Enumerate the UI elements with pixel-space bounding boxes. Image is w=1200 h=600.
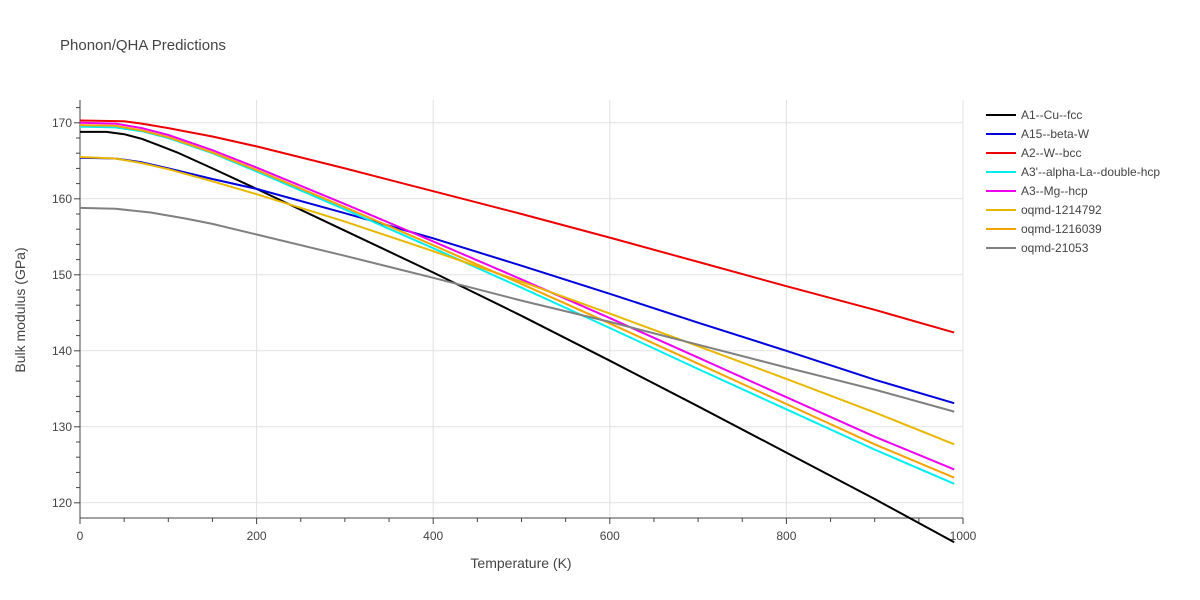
legend[interactable]: A1--Cu--fcc A15--beta-W A2--W--bcc A3'--alp… (986, 108, 1160, 255)
legend-item[interactable]: oqmd-21053 (986, 241, 1089, 255)
y-tick-label: 120 (52, 496, 72, 510)
legend-item[interactable]: A2--W--bcc (986, 146, 1081, 160)
legend-label: A1--Cu--fcc (1021, 108, 1082, 122)
y-tick-label: 150 (52, 268, 72, 282)
legend-label: oqmd-1214792 (1021, 203, 1102, 217)
legend-item[interactable]: oqmd-1214792 (986, 203, 1102, 217)
legend-item[interactable]: A3--Mg--hcp (986, 184, 1088, 198)
series-line[interactable] (79, 156, 955, 446)
axes (74, 100, 964, 524)
legend-item[interactable]: A1--Cu--fcc (986, 108, 1082, 122)
y-tick-label: 140 (52, 344, 72, 358)
y-axis-ticks: 120 130 140 150 160 170 (52, 116, 72, 510)
grid (80, 100, 964, 518)
chart-title: Phonon/QHA Predictions (60, 37, 226, 54)
legend-item[interactable]: A3'--alpha-La--double-hcp (986, 165, 1160, 179)
y-axis-title: Bulk modulus (GPa) (12, 247, 28, 372)
x-tick-label: 600 (600, 529, 620, 543)
series-line[interactable] (80, 130, 955, 544)
y-tick-label: 130 (52, 420, 72, 434)
x-tick-label: 0 (77, 529, 84, 543)
series-line[interactable] (79, 206, 955, 413)
y-tick-label: 160 (52, 192, 72, 206)
x-tick-label: 1000 (950, 529, 977, 543)
legend-item[interactable]: A15--beta-W (986, 127, 1090, 141)
x-tick-label: 200 (247, 529, 267, 543)
x-tick-label: 400 (423, 529, 443, 543)
legend-label: oqmd-1216039 (1021, 222, 1102, 236)
x-axis-title: Temperature (K) (470, 555, 571, 571)
legend-label: A3'--alpha-La--double-hcp (1021, 165, 1160, 179)
legend-label: oqmd-21053 (1021, 241, 1089, 255)
y-tick-label: 170 (52, 116, 72, 130)
legend-label: A2--W--bcc (1021, 146, 1081, 160)
series-line[interactable] (79, 124, 955, 479)
x-axis-ticks: 0 200 400 600 800 1000 (77, 529, 977, 543)
legend-label: A15--beta-W (1021, 127, 1090, 141)
legend-item[interactable]: oqmd-1216039 (986, 222, 1102, 236)
x-tick-label: 800 (776, 529, 796, 543)
plot-area[interactable] (79, 119, 955, 544)
series-line[interactable] (79, 121, 955, 471)
legend-label: A3--Mg--hcp (1021, 184, 1088, 198)
series-line[interactable] (79, 119, 955, 334)
